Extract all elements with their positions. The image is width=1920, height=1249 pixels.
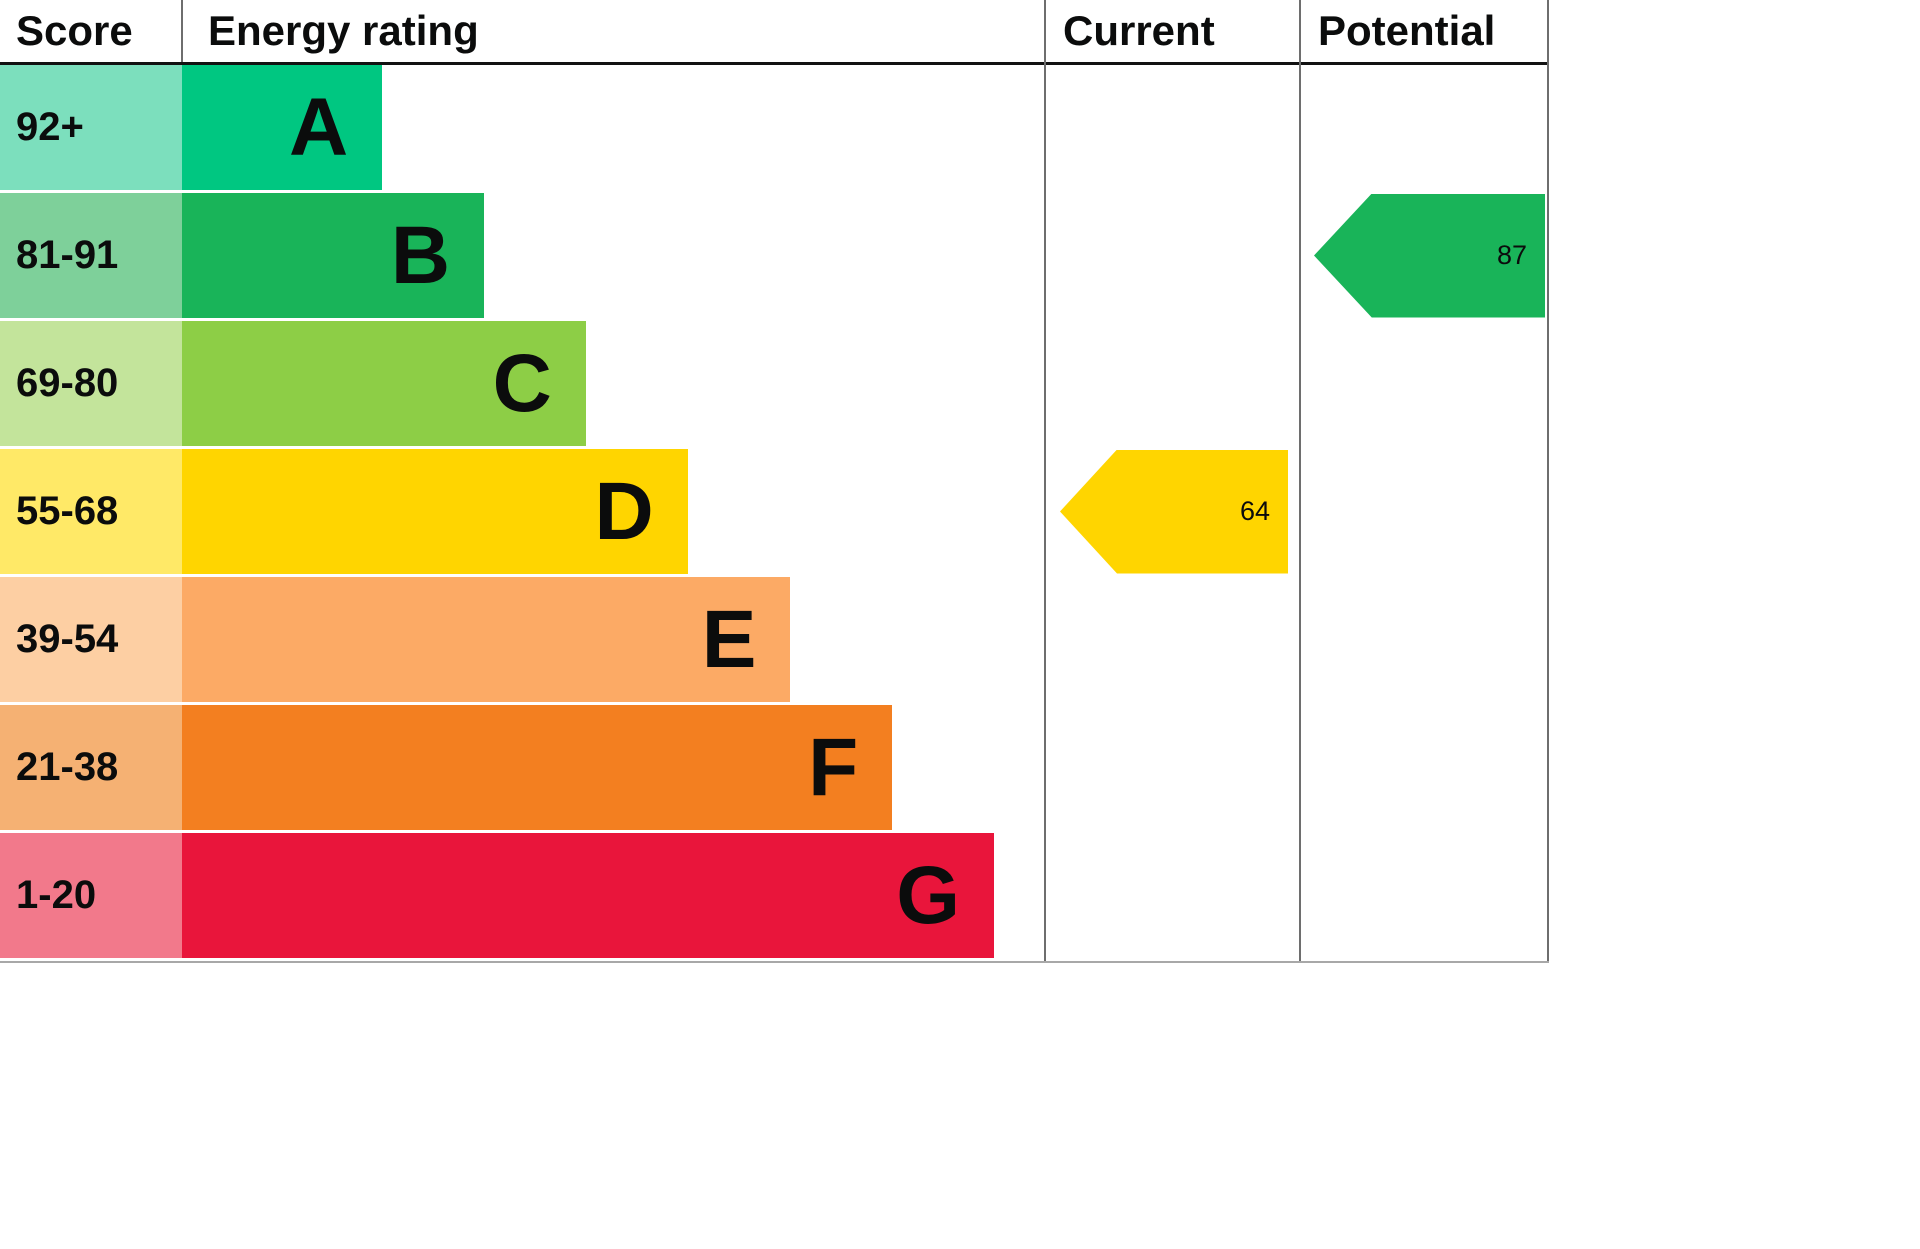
- rating-cell: F: [182, 705, 1045, 830]
- rating-cell: A: [182, 65, 1045, 190]
- current-rating-value: 64: [1239, 496, 1270, 526]
- potential-column-divider: [1299, 0, 1301, 961]
- current-rating-arrow: 64: [1060, 449, 1288, 574]
- potential-cell: [1300, 65, 1549, 190]
- rating-letter: D: [594, 465, 654, 557]
- potential-cell: [1300, 449, 1549, 574]
- potential-cell: [1300, 577, 1549, 702]
- epc-chart: Score Energy rating Current Potential 92…: [0, 0, 1549, 963]
- rating-letter: B: [390, 209, 451, 301]
- rating-bar: E: [182, 577, 791, 702]
- rating-bar: G: [182, 833, 995, 958]
- current-cell: [1045, 705, 1300, 830]
- potential-cell: [1300, 705, 1549, 830]
- rating-bar: A: [182, 65, 383, 190]
- rating-letter: A: [288, 81, 349, 173]
- rating-bar: C: [182, 321, 586, 446]
- current-column-divider: [1044, 0, 1046, 961]
- band-row-c: 69-80 C: [0, 321, 1549, 446]
- score-cell: 81-91: [0, 193, 182, 318]
- current-cell: [1045, 321, 1300, 446]
- score-column-divider: [181, 0, 183, 62]
- rating-bar: B: [182, 193, 485, 318]
- score-cell: 69-80: [0, 321, 182, 446]
- band-row-b: 81-91 B 87: [0, 193, 1549, 318]
- current-cell: [1045, 65, 1300, 190]
- score-cell: 55-68: [0, 449, 182, 574]
- rating-bar: F: [182, 705, 893, 830]
- band-row-a: 92+ A: [0, 65, 1549, 190]
- band-row-e: 39-54 E: [0, 577, 1549, 702]
- energy-rating-column-header: Energy rating: [208, 7, 479, 54]
- band-row-f: 21-38 F: [0, 705, 1549, 830]
- current-cell: 64: [1045, 449, 1300, 574]
- rating-cell: D: [182, 449, 1045, 574]
- potential-rating-arrow: 87: [1314, 193, 1545, 318]
- band-row-g: 1-20 G: [0, 833, 1549, 958]
- score-column-header: Score: [16, 7, 133, 54]
- rating-letter: C: [492, 337, 552, 429]
- rating-letter: E: [701, 593, 757, 685]
- current-cell: [1045, 577, 1300, 702]
- potential-cell: [1300, 321, 1549, 446]
- score-cell: 39-54: [0, 577, 182, 702]
- score-cell: 1-20: [0, 833, 182, 958]
- rating-cell: C: [182, 321, 1045, 446]
- rating-letter: F: [808, 721, 859, 813]
- score-cell: 21-38: [0, 705, 182, 830]
- potential-rating-value: 87: [1496, 240, 1527, 270]
- chart-header-row: Score Energy rating Current Potential: [0, 0, 1549, 65]
- rating-bar: D: [182, 449, 688, 574]
- rating-cell: E: [182, 577, 1045, 702]
- rating-cell: G: [182, 833, 1045, 958]
- rating-cell: B: [182, 193, 1045, 318]
- potential-cell: [1300, 833, 1549, 958]
- rating-letter: G: [896, 849, 961, 941]
- table-right-border: [1547, 0, 1549, 961]
- current-cell: [1045, 833, 1300, 958]
- band-row-d: 55-68 D 64: [0, 449, 1549, 574]
- potential-cell: 87: [1300, 193, 1549, 318]
- score-cell: 92+: [0, 65, 182, 190]
- current-cell: [1045, 193, 1300, 318]
- current-column-header: Current: [1063, 7, 1215, 54]
- potential-column-header: Potential: [1318, 7, 1496, 54]
